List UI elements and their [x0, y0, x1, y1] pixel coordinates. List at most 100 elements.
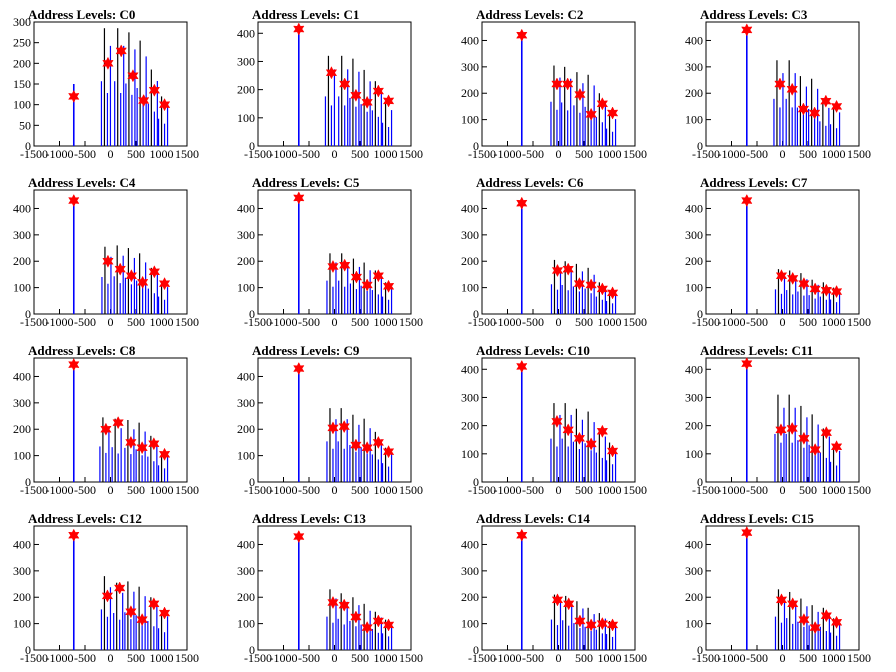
x-tick-label: 500	[351, 651, 369, 665]
y-tick-label: 100	[13, 617, 31, 631]
x-tick-label: 1000	[598, 651, 622, 665]
peak-marker	[516, 359, 528, 374]
y-tick-label: 0	[25, 307, 31, 321]
x-tick-label: -1500	[20, 315, 48, 329]
panel-c1: Address Levels: C1 0 100 200 300 400 -1500-100…	[237, 7, 423, 161]
peak-marker	[372, 269, 385, 283]
peak-marker	[125, 435, 137, 449]
peak-marker	[820, 426, 833, 440]
x-tick-label: 500	[127, 315, 145, 329]
peak-marker	[114, 262, 126, 276]
peak-marker	[551, 263, 564, 278]
y-tick-label: 0	[697, 475, 703, 489]
peak-marker	[741, 526, 753, 540]
x-tick-label: -1000	[46, 651, 74, 665]
y-tick-label: 100	[461, 113, 479, 127]
peak-marker	[820, 94, 832, 108]
x-tick-label: -500	[522, 651, 544, 665]
y-tick-label: 0	[249, 475, 255, 489]
x-tick-label: -500	[522, 315, 544, 329]
x-tick-label: 0	[556, 483, 562, 497]
x-tick-label: 1500	[399, 651, 423, 665]
peak-marker	[338, 420, 350, 434]
peak-marker	[327, 421, 339, 435]
peak-marker	[148, 83, 161, 97]
x-tick-label: -1000	[494, 651, 522, 665]
peak-marker	[68, 528, 80, 542]
y-tick-label: 300	[237, 564, 255, 578]
x-tick-label: 1500	[175, 315, 199, 329]
x-tick-label: 1000	[598, 147, 622, 161]
peak-marker	[787, 271, 799, 285]
peak-marker	[68, 89, 80, 103]
peak-marker	[551, 77, 563, 91]
peak-marker	[573, 277, 586, 291]
peak-marker	[361, 621, 373, 635]
peak-marker	[372, 614, 385, 628]
y-tick-label: 0	[25, 475, 31, 489]
panel-title: Address Levels: C9	[252, 343, 360, 358]
x-tick-label: -1500	[692, 315, 720, 329]
x-tick-label: 500	[799, 147, 817, 161]
y-tick-label: 300	[13, 564, 31, 578]
peak-marker	[350, 610, 362, 624]
x-tick-label: -1000	[494, 483, 522, 497]
x-tick-label: 0	[556, 315, 562, 329]
y-tick-label: 400	[461, 201, 479, 215]
axes-frame	[33, 357, 188, 483]
x-tick-label: 1000	[374, 483, 398, 497]
x-tick-label: -500	[74, 483, 96, 497]
y-tick-label: 100	[685, 281, 703, 295]
x-tick-label: -1500	[692, 147, 720, 161]
y-tick-label: 300	[461, 564, 479, 578]
peak-marker	[797, 102, 810, 116]
panel-title: Address Levels: C2	[476, 7, 583, 22]
x-tick-label: 1500	[623, 483, 647, 497]
y-tick-label: 400	[13, 369, 31, 383]
x-tick-label: -1000	[718, 483, 746, 497]
x-tick-label: 500	[575, 147, 593, 161]
panel-title: Address Levels: C6	[476, 175, 584, 190]
x-tick-label: 500	[127, 147, 145, 161]
y-tick-label: 0	[249, 307, 255, 321]
peak-marker	[786, 82, 798, 96]
y-tick-label: 400	[461, 537, 479, 551]
peak-marker	[100, 422, 112, 436]
y-tick-label: 100	[13, 281, 31, 295]
peak-marker	[596, 282, 609, 296]
peak-marker	[775, 593, 788, 607]
peak-marker	[293, 529, 305, 544]
peak-marker	[774, 77, 786, 91]
panel-title: Address Levels: C10	[476, 343, 590, 358]
y-tick-label: 400	[237, 201, 255, 215]
y-tick-label: 300	[685, 228, 703, 242]
panel-title: Address Levels: C5	[252, 175, 360, 190]
peak-marker	[606, 444, 619, 458]
x-tick-label: -1000	[270, 147, 298, 161]
y-tick-label: 400	[237, 369, 255, 383]
y-tick-label: 200	[237, 254, 255, 268]
x-tick-label: 1500	[175, 651, 199, 665]
x-tick-label: 500	[351, 147, 369, 161]
peak-marker	[101, 589, 114, 603]
y-tick-label: 200	[237, 83, 255, 97]
x-tick-label: 500	[127, 651, 145, 665]
x-tick-label: 500	[575, 651, 593, 665]
y-tick-label: 300	[13, 228, 31, 242]
peak-marker	[115, 44, 127, 58]
y-tick-label: 400	[685, 537, 703, 551]
axes-frame	[257, 189, 412, 315]
peak-marker	[820, 283, 833, 297]
y-tick-label: 200	[461, 254, 479, 268]
x-tick-label: 500	[799, 315, 817, 329]
peak-marker	[158, 606, 171, 620]
x-tick-label: -1500	[244, 651, 272, 665]
y-tick-label: 100	[237, 281, 255, 295]
x-tick-label: 1000	[822, 483, 846, 497]
x-tick-label: -1000	[494, 315, 522, 329]
y-tick-label: 200	[685, 254, 703, 268]
peak-marker	[158, 98, 171, 112]
y-tick-label: 200	[461, 590, 479, 604]
y-tick-label: 200	[685, 419, 703, 433]
peak-marker	[809, 621, 821, 635]
